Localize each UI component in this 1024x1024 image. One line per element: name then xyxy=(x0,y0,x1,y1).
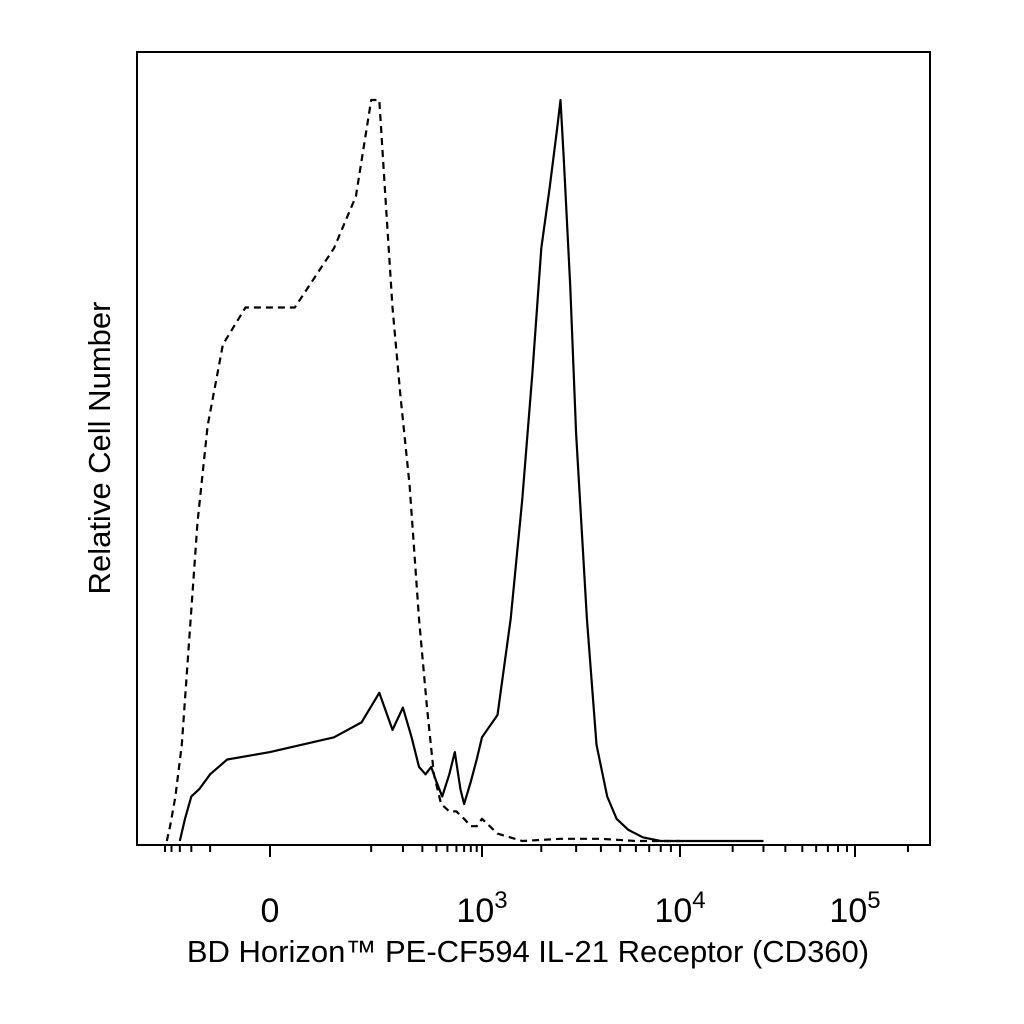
x-tick-label: 105 xyxy=(829,887,880,930)
y-axis-label: Relative Cell Number xyxy=(82,302,117,595)
x-tick-label: 104 xyxy=(654,887,705,930)
series-line-dashed xyxy=(165,98,680,843)
x-tick-label: 0 xyxy=(261,892,280,930)
x-axis-label: BD Horizon™ PE-CF594 IL-21 Receptor (CD3… xyxy=(187,934,869,969)
series-line-solid xyxy=(178,98,764,843)
plot-frame xyxy=(136,51,931,846)
series-layer xyxy=(165,98,764,843)
x-tick-label: 103 xyxy=(456,887,507,930)
x-axis-tick-labels: 0 103 104 105 xyxy=(261,887,881,930)
x-axis-ticks xyxy=(164,845,909,857)
